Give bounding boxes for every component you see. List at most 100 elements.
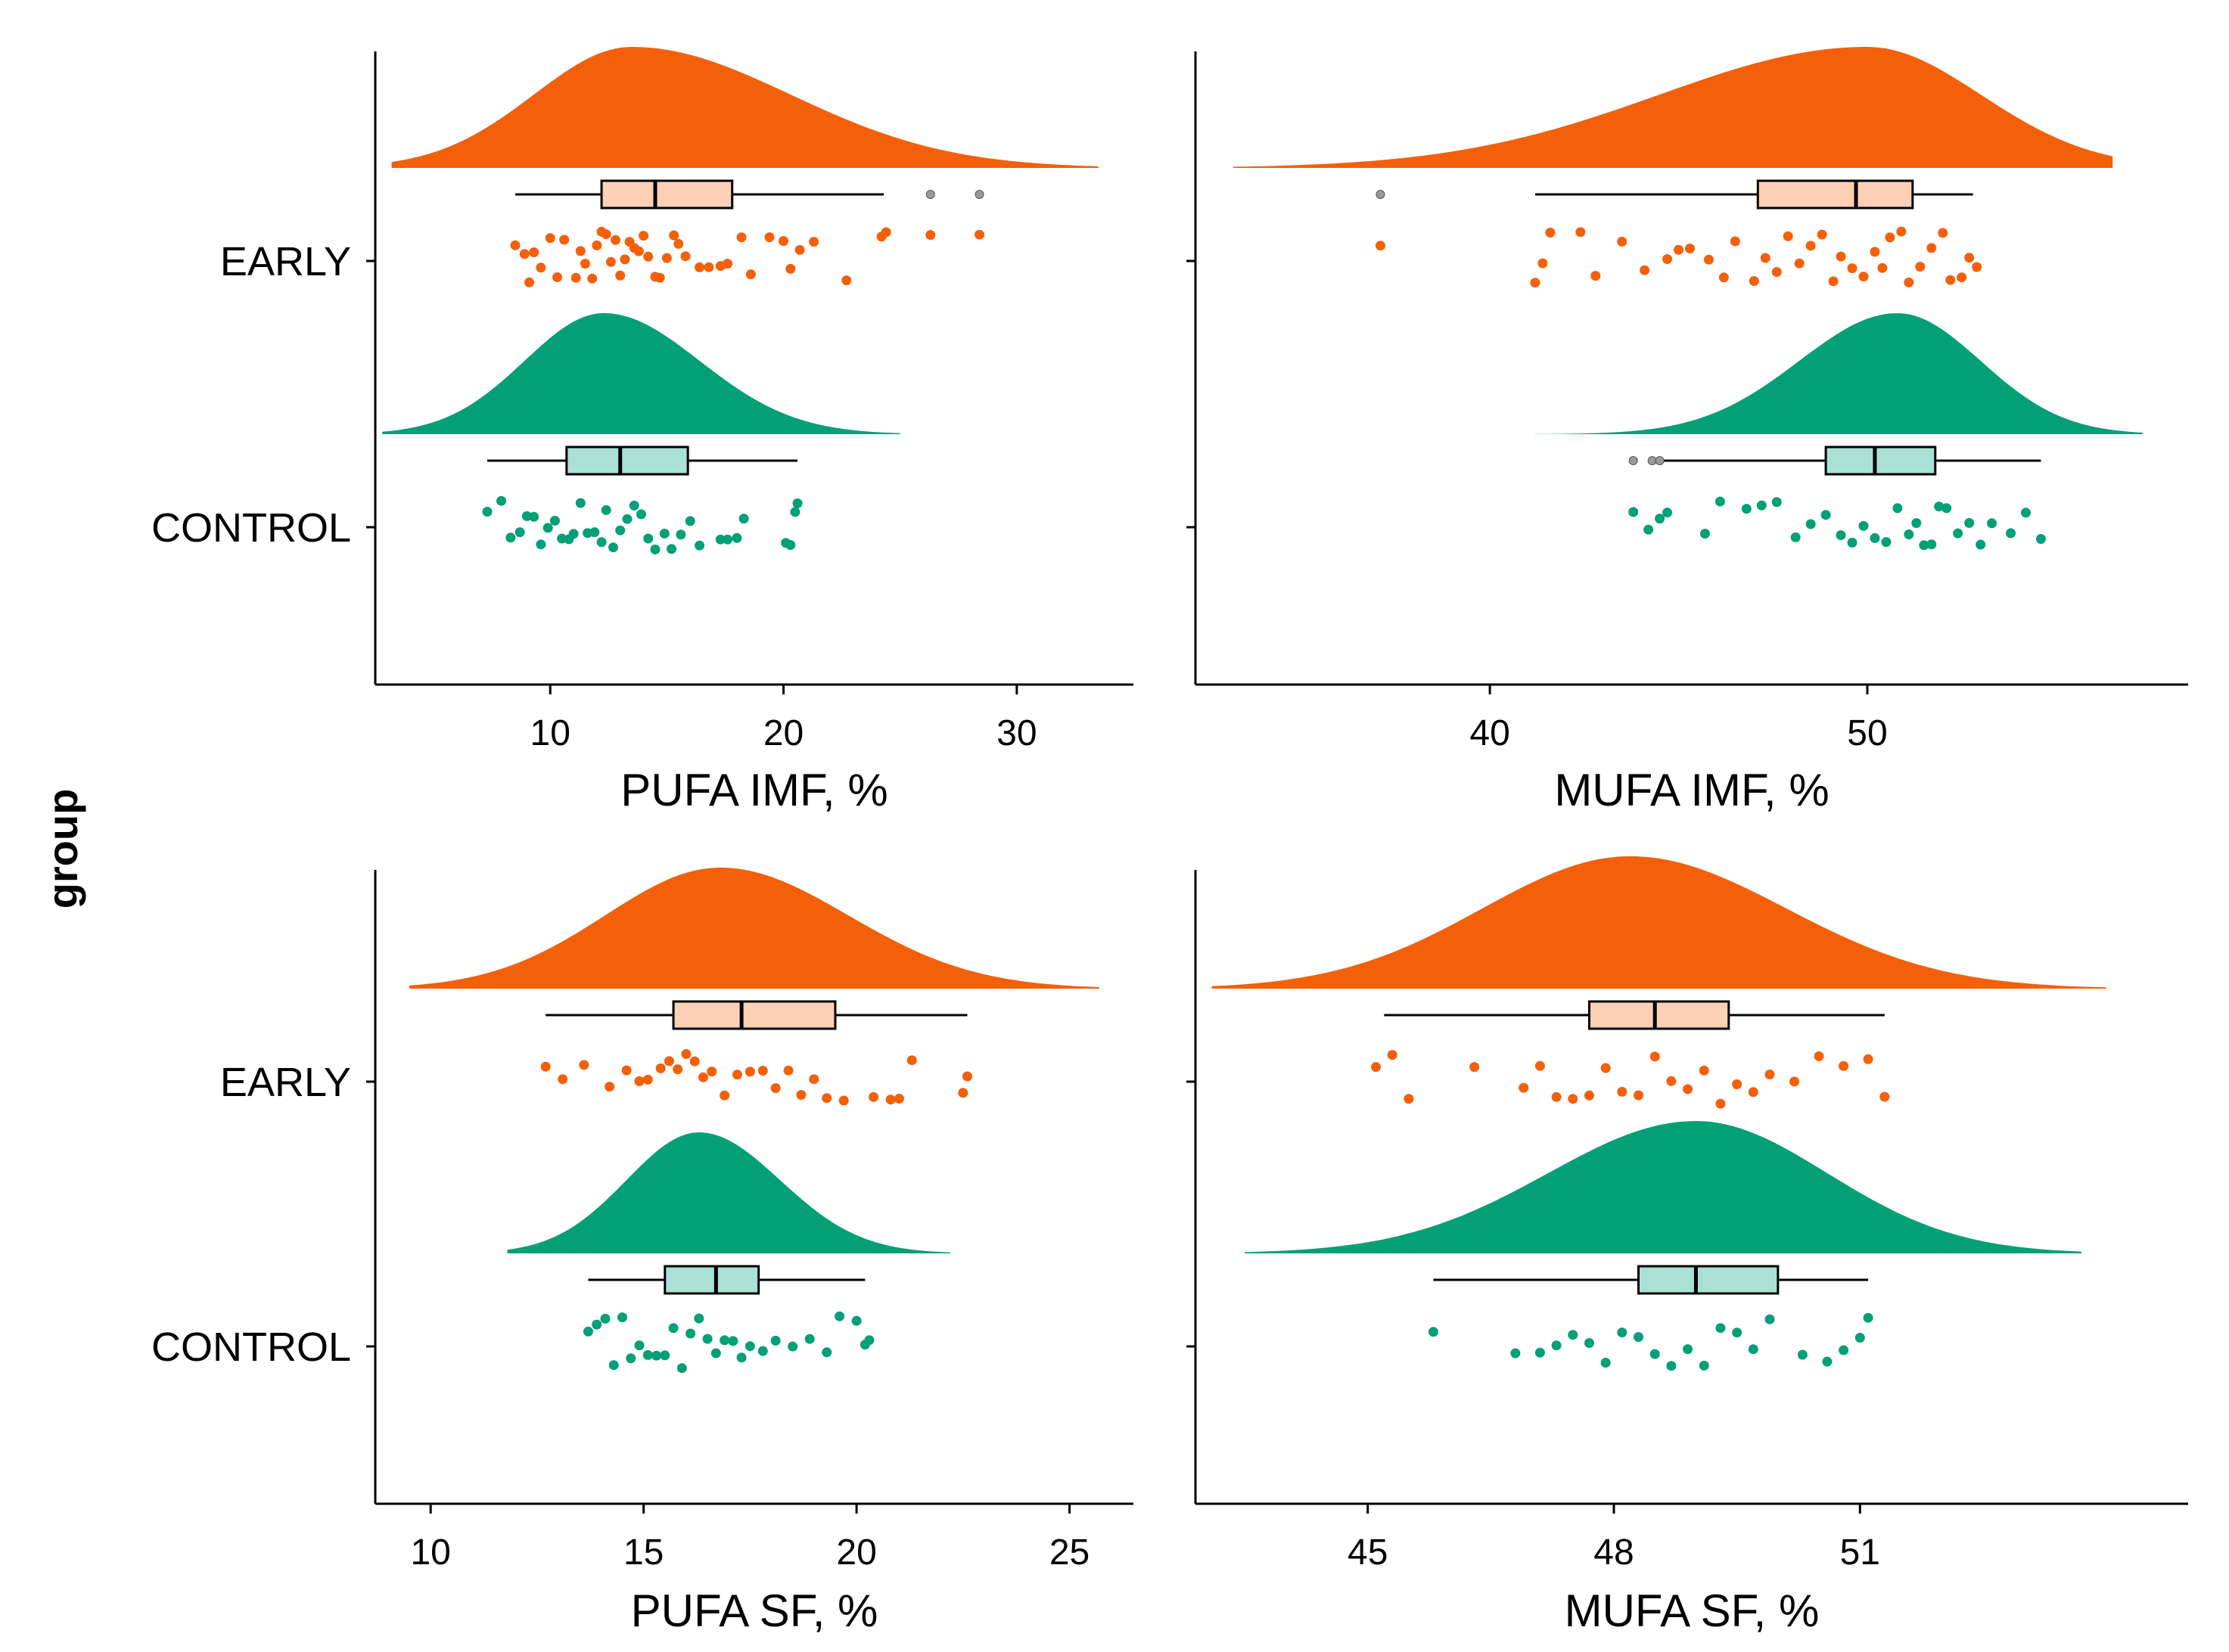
point-control [668, 1323, 679, 1334]
point-early [1748, 1087, 1758, 1098]
point-early [1469, 1062, 1480, 1073]
point-early [1634, 1090, 1644, 1101]
point-early [881, 227, 891, 238]
point-control [2020, 508, 2031, 518]
point-control [1926, 539, 1937, 550]
point-early [1685, 244, 1696, 253]
point-early [906, 1055, 917, 1066]
point-control [583, 1326, 593, 1337]
point-early [1519, 1082, 1529, 1093]
x-axis-title: MUFA SF, % [1565, 1585, 1820, 1636]
x-axis-title: MUFA IMF, % [1554, 765, 1829, 815]
point-early [633, 246, 644, 256]
point-early [1972, 262, 1982, 272]
point-early [559, 234, 570, 245]
point-early [1568, 1094, 1578, 1104]
point-control [634, 1340, 645, 1351]
outlier-early [925, 190, 935, 199]
point-control [1714, 496, 1725, 507]
point-early [1534, 1060, 1545, 1071]
point-control [715, 534, 726, 545]
point-control [482, 507, 493, 517]
point-early [1783, 231, 1793, 241]
point-early [841, 275, 852, 286]
point-control [676, 1363, 687, 1374]
point-early [639, 231, 649, 241]
point-control [1600, 1358, 1611, 1368]
point-control [1617, 1328, 1627, 1338]
point-early [1805, 241, 1816, 251]
point-control [622, 514, 633, 524]
point-early [1371, 1062, 1382, 1073]
point-control [695, 540, 705, 551]
point-control [642, 1349, 653, 1360]
point-control [1863, 1312, 1873, 1323]
point-early [1649, 1051, 1660, 1062]
point-early [1836, 251, 1846, 262]
point-control [1953, 528, 1963, 539]
panel-3: EARLY CONTROL 10 15 20 25 PUFA SF, % [151, 868, 1133, 1636]
point-early [745, 269, 756, 280]
point-early [720, 1090, 730, 1101]
point-control [685, 1328, 696, 1339]
point-early [1817, 229, 1827, 240]
point-control [1699, 1360, 1709, 1371]
xtick-label: 50 [1847, 713, 1887, 753]
point-early [1617, 1086, 1627, 1097]
ytick-label-early: EARLY [220, 1060, 351, 1105]
box-early [672, 1000, 837, 1030]
point-early [669, 230, 679, 241]
xtick-label: 10 [410, 1532, 450, 1573]
point-early [1877, 262, 1888, 273]
point-control [822, 1347, 832, 1358]
point-early [681, 1049, 692, 1059]
point-early [552, 272, 562, 282]
point-control [636, 509, 646, 520]
point-early [529, 247, 539, 257]
point-early [673, 1064, 683, 1075]
point-early [695, 262, 705, 272]
point-control [596, 537, 607, 548]
point-early [885, 1095, 896, 1105]
point-control [1662, 508, 1673, 518]
point-control [1805, 519, 1816, 529]
point-control [790, 507, 801, 517]
point-early [1957, 272, 1967, 283]
point-control [1820, 510, 1831, 520]
point-control [792, 498, 803, 508]
point-early [779, 236, 789, 247]
point-control [608, 542, 618, 553]
point-control [1628, 507, 1639, 517]
point-early [587, 273, 598, 284]
x-axis-title: PUFA SF, % [631, 1585, 878, 1636]
point-early [1863, 1054, 1873, 1064]
point-early [545, 233, 555, 244]
point-control [864, 1335, 875, 1346]
point-early [1828, 276, 1839, 287]
point-control [1836, 530, 1846, 540]
point-control [1987, 518, 1997, 529]
density-early [391, 47, 1099, 168]
point-control [2035, 534, 2046, 544]
point-early [510, 240, 521, 250]
point-early [809, 1074, 819, 1085]
point-control [785, 540, 796, 550]
point-early [707, 1067, 717, 1077]
point-control [835, 1311, 845, 1321]
point-control [515, 527, 525, 538]
outlier-control [1655, 456, 1665, 465]
point-control [702, 1334, 713, 1344]
point-early [1715, 1098, 1726, 1109]
point-control [1797, 1349, 1808, 1360]
point-early [764, 232, 775, 243]
point-control [1510, 1348, 1521, 1359]
point-early [704, 262, 714, 272]
point-early [809, 237, 819, 247]
point-control [1790, 532, 1801, 542]
point-control [757, 1346, 768, 1356]
point-control [732, 533, 742, 543]
outlier-early [1376, 190, 1385, 199]
point-early [1683, 1084, 1693, 1095]
point-control [1634, 1332, 1644, 1342]
